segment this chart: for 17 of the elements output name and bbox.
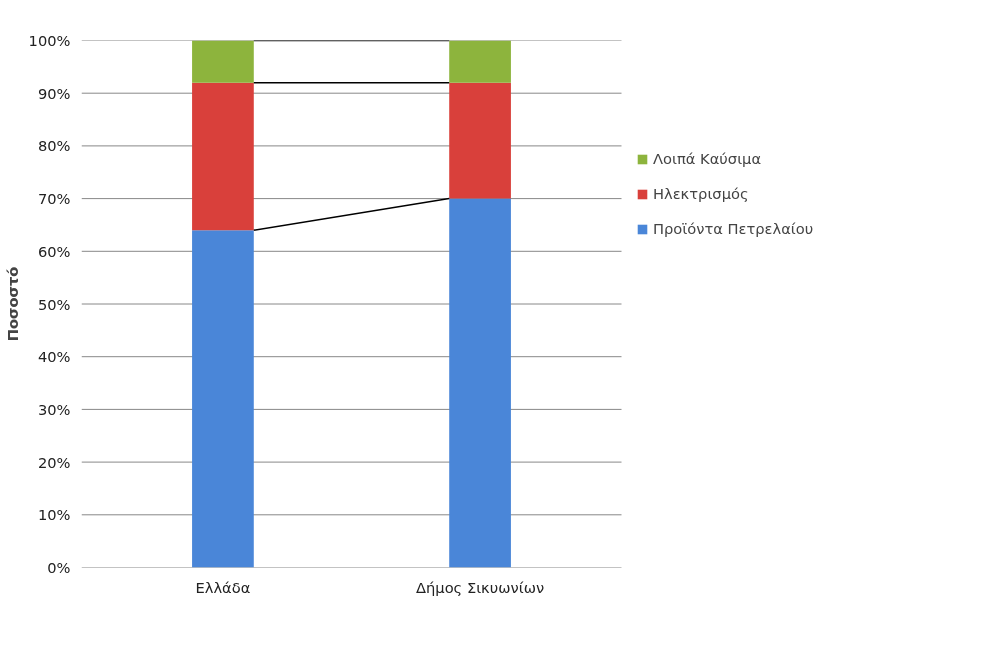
y-tick-label: 80% — [37, 137, 71, 155]
y-tick-label: 50% — [37, 295, 71, 313]
y-tick-label: 60% — [37, 242, 71, 260]
y-tick-label: 20% — [37, 453, 71, 471]
y-axis-title: Ποσοστό — [3, 266, 21, 342]
y-tick-label: 90% — [37, 84, 71, 102]
legend-label: Ηλεκτρισμός — [653, 185, 749, 202]
y-tick-label: 30% — [37, 400, 71, 418]
x-tick-label: Ελλάδα — [195, 578, 251, 596]
y-tick-label: 40% — [37, 348, 71, 366]
x-tick-label: Δήμος Σικυωνίων — [416, 578, 545, 596]
legend-label: Λοιπά Καύσιμα — [653, 150, 762, 167]
legend-label: Προϊόντα Πετρελαίου — [653, 220, 814, 237]
y-tick-label: 0% — [47, 559, 71, 576]
y-tick-label: 100% — [28, 32, 71, 49]
y-tick-label: 10% — [37, 506, 71, 524]
y-tick-label: 70% — [37, 190, 71, 208]
